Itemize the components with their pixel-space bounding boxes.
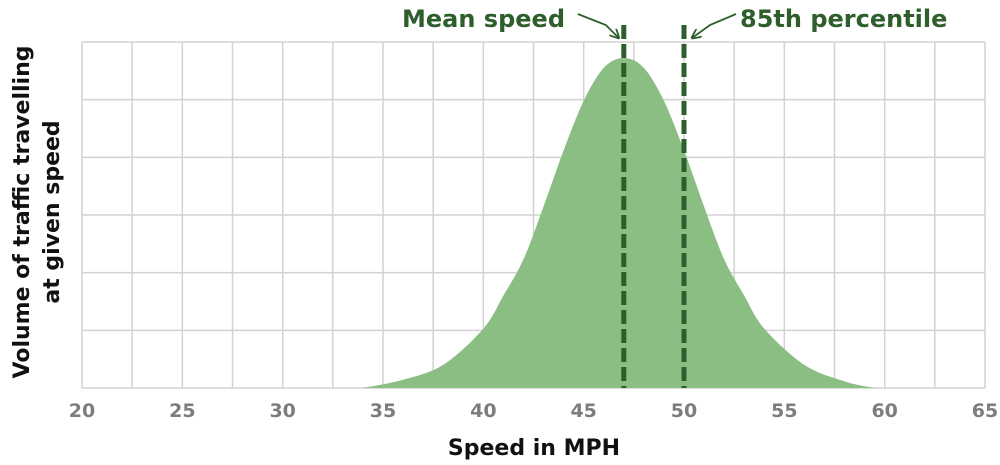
x-tick-label: 50 (671, 400, 697, 422)
speed-distribution-area (362, 58, 875, 388)
85th-percentile-arrow (692, 13, 737, 38)
x-tick-label: 45 (570, 400, 596, 422)
x-tick-label: 55 (771, 400, 797, 422)
85th-percentile-annotation: 85th percentile (740, 5, 947, 33)
x-axis-title: Speed in MPH (448, 436, 620, 461)
x-tick-label: 65 (972, 400, 998, 422)
x-tick-label: 20 (69, 400, 95, 422)
x-tick-label: 30 (269, 400, 295, 422)
mean-speed-arrow (577, 13, 619, 38)
y-axis-title-line-2: at given speed (40, 120, 65, 303)
y-axis-title-line-1: Volume of traffic travelling (10, 46, 35, 379)
x-tick-label: 60 (871, 400, 897, 422)
x-tick-label: 25 (169, 400, 195, 422)
x-tick-label: 35 (370, 400, 396, 422)
mean-speed-annotation: Mean speed (402, 5, 565, 33)
x-tick-label: 40 (470, 400, 496, 422)
